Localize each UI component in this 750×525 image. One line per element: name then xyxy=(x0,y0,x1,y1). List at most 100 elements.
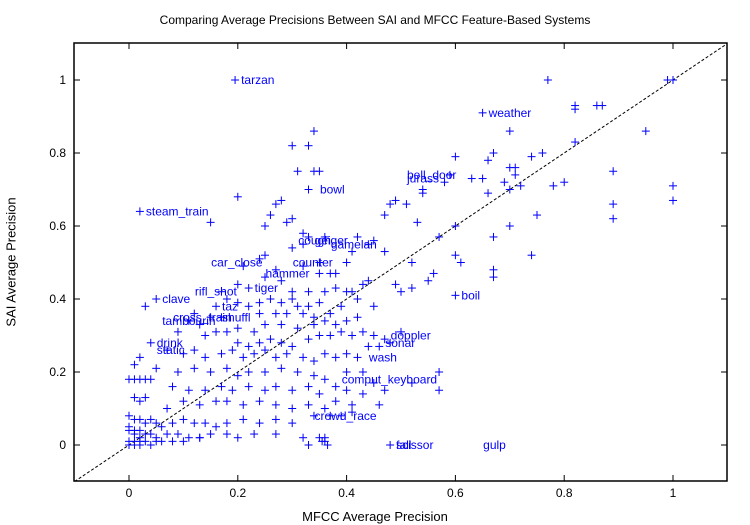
data-point xyxy=(184,316,193,325)
data-point xyxy=(527,251,536,260)
data-point xyxy=(233,433,242,442)
point-label: sonar xyxy=(385,336,415,350)
point-label: rifl_shot xyxy=(195,285,238,299)
data-point xyxy=(342,386,351,395)
data-point xyxy=(315,167,324,176)
data-point xyxy=(195,320,204,329)
data-point xyxy=(326,331,335,340)
data-point xyxy=(337,302,346,311)
point-label: weather xyxy=(488,106,532,120)
data-point xyxy=(484,156,493,165)
data-point xyxy=(168,437,177,446)
point-label: comput_keyboard xyxy=(342,372,437,386)
data-point xyxy=(489,273,498,282)
data-point xyxy=(505,222,514,230)
data-point xyxy=(299,353,308,362)
x-tick-label: 0.6 xyxy=(447,486,464,500)
data-point xyxy=(299,262,308,271)
data-point xyxy=(299,433,308,442)
data-point xyxy=(331,382,340,391)
data-point xyxy=(320,349,329,358)
data-point xyxy=(386,441,395,449)
data-point xyxy=(206,430,215,439)
data-point xyxy=(364,342,373,351)
data-point xyxy=(288,404,297,413)
data-point xyxy=(413,218,422,227)
data-point xyxy=(407,378,416,387)
data-point xyxy=(533,211,541,220)
data-points xyxy=(125,76,677,449)
data-point xyxy=(516,181,525,190)
data-point xyxy=(212,397,221,406)
data-point xyxy=(271,265,280,274)
data-point xyxy=(369,331,378,340)
data-point xyxy=(266,295,275,303)
x-tick-label: 0.2 xyxy=(229,486,246,500)
data-point xyxy=(380,247,389,256)
data-point xyxy=(266,335,275,344)
data-point xyxy=(380,386,389,395)
data-point xyxy=(299,309,308,318)
data-point xyxy=(369,236,378,245)
data-point xyxy=(135,207,144,216)
point-label: tarzan xyxy=(241,73,274,87)
data-point xyxy=(299,229,308,238)
data-point xyxy=(353,353,362,362)
data-point xyxy=(239,400,248,409)
data-point xyxy=(309,371,318,380)
data-point xyxy=(304,335,313,344)
data-point xyxy=(342,349,351,358)
data-point xyxy=(239,415,248,424)
x-tick-label: 0.8 xyxy=(556,486,573,500)
data-point xyxy=(500,178,509,187)
data-point xyxy=(293,302,302,311)
data-point xyxy=(261,368,269,376)
y-tick-label: 0 xyxy=(59,438,66,452)
data-point xyxy=(609,200,618,209)
data-point xyxy=(549,181,558,190)
data-point xyxy=(304,400,313,409)
point-label: cough xyxy=(298,234,331,248)
data-point xyxy=(173,430,182,439)
data-point xyxy=(505,185,514,194)
data-point xyxy=(250,349,259,358)
data-point xyxy=(641,127,650,136)
data-point xyxy=(489,265,498,274)
data-point xyxy=(146,338,155,347)
data-point xyxy=(478,108,487,117)
point-label: tiger xyxy=(255,281,278,295)
data-point xyxy=(271,382,280,391)
data-point xyxy=(261,346,269,355)
data-point xyxy=(331,284,340,293)
data-point xyxy=(369,302,378,311)
data-point xyxy=(505,127,514,136)
data-point xyxy=(315,331,324,340)
data-point xyxy=(358,280,367,289)
data-point xyxy=(342,258,351,267)
data-point xyxy=(239,353,248,362)
data-point xyxy=(418,189,427,198)
data-point xyxy=(135,397,144,406)
data-point xyxy=(244,284,253,293)
data-point xyxy=(141,419,150,428)
chart-title: Comparing Average Precisions Between SAI… xyxy=(159,13,591,27)
data-point xyxy=(255,254,264,263)
data-point xyxy=(293,324,302,333)
data-point xyxy=(478,174,487,183)
point-label: doppler xyxy=(391,329,431,343)
data-point xyxy=(271,400,280,409)
point-label: jurass xyxy=(406,172,439,186)
data-point xyxy=(337,411,346,420)
data-point xyxy=(315,298,324,307)
data-point xyxy=(168,419,177,428)
point-label: boil xyxy=(461,288,480,302)
data-point xyxy=(201,419,210,428)
data-point xyxy=(244,342,253,351)
point-label: geiger xyxy=(315,234,348,248)
data-point xyxy=(261,222,269,230)
data-point xyxy=(348,400,357,409)
data-point xyxy=(255,298,264,307)
data-point xyxy=(326,309,335,318)
data-point xyxy=(184,433,193,442)
